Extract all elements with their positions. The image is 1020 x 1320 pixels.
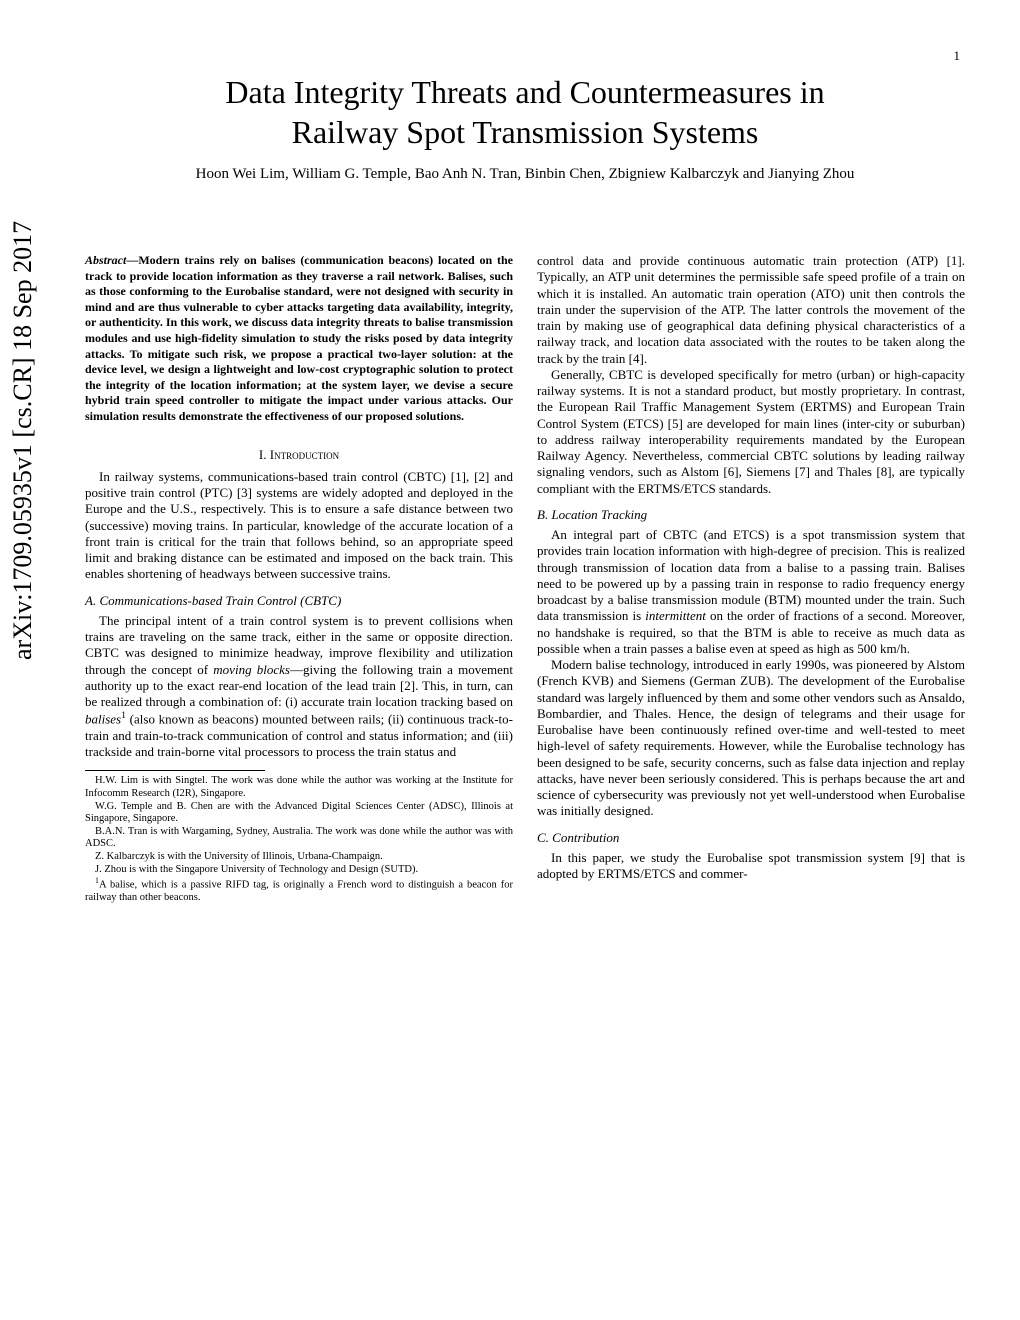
authors-line: Hoon Wei Lim, William G. Temple, Bao Anh… [85, 166, 965, 183]
arxiv-watermark: arXiv:1709.05935v1 [cs.CR] 18 Sep 2017 [8, 221, 38, 660]
col2-continuation-paragraph: control data and provide continuous auto… [537, 253, 965, 367]
title-line-1: Data Integrity Threats and Countermeasur… [225, 74, 824, 110]
footnote-affil-5: J. Zhou is with the Singapore University… [85, 864, 513, 877]
page-content: Data Integrity Threats and Countermeasur… [85, 72, 965, 905]
footnote-affil-2: W.G. Temple and B. Chen are with the Adv… [85, 801, 513, 826]
intro-paragraph-1: In railway systems, communications-based… [85, 469, 513, 583]
left-column: Abstract—Modern trains rely on balises (… [85, 253, 513, 905]
footnote-separator [85, 770, 265, 771]
abstract-block: Abstract—Modern trains rely on balises (… [85, 253, 513, 425]
col2-paragraph-2: Generally, CBTC is developed specificall… [537, 367, 965, 497]
abstract-text: —Modern trains rely on balises (communic… [85, 253, 513, 423]
subsection-b-heading: B. Location Tracking [537, 507, 965, 523]
subsection-b-paragraph-2: Modern balise technology, introduced in … [537, 657, 965, 820]
footnote-affil-3: B.A.N. Tran is with Wargaming, Sydney, A… [85, 826, 513, 851]
subsection-a-heading: A. Communications-based Train Control (C… [85, 593, 513, 609]
section-1-heading: I. Introduction [85, 447, 513, 463]
footnote-balise-def: 1A balise, which is a passive RIFD tag, … [85, 876, 513, 905]
footnote-affil-4: Z. Kalbarczyk is with the University of … [85, 851, 513, 864]
right-column: control data and provide continuous auto… [537, 253, 965, 905]
subsection-c-heading: C. Contribution [537, 830, 965, 846]
footnote-1-text: A balise, which is a passive RIFD tag, i… [85, 880, 513, 904]
intermittent-term: intermittent [645, 608, 706, 623]
paper-title: Data Integrity Threats and Countermeasur… [85, 72, 965, 152]
two-column-layout: Abstract—Modern trains rely on balises (… [85, 253, 965, 905]
title-line-2: Railway Spot Transmission Systems [292, 114, 759, 150]
subsection-b-paragraph-1: An integral part of CBTC (and ETCS) is a… [537, 527, 965, 657]
footnote-affil-1: H.W. Lim is with Singtel. The work was d… [85, 775, 513, 800]
page-number: 1 [954, 48, 961, 64]
balises-term: balises [85, 712, 121, 727]
subsection-c-paragraph-1: In this paper, we study the Eurobalise s… [537, 850, 965, 883]
abstract-label: Abstract [85, 253, 126, 267]
sub-a-text-3: (also known as beacons) mounted between … [85, 712, 513, 760]
moving-blocks-term: moving blocks [213, 662, 290, 677]
subsection-a-paragraph: The principal intent of a train control … [85, 613, 513, 761]
